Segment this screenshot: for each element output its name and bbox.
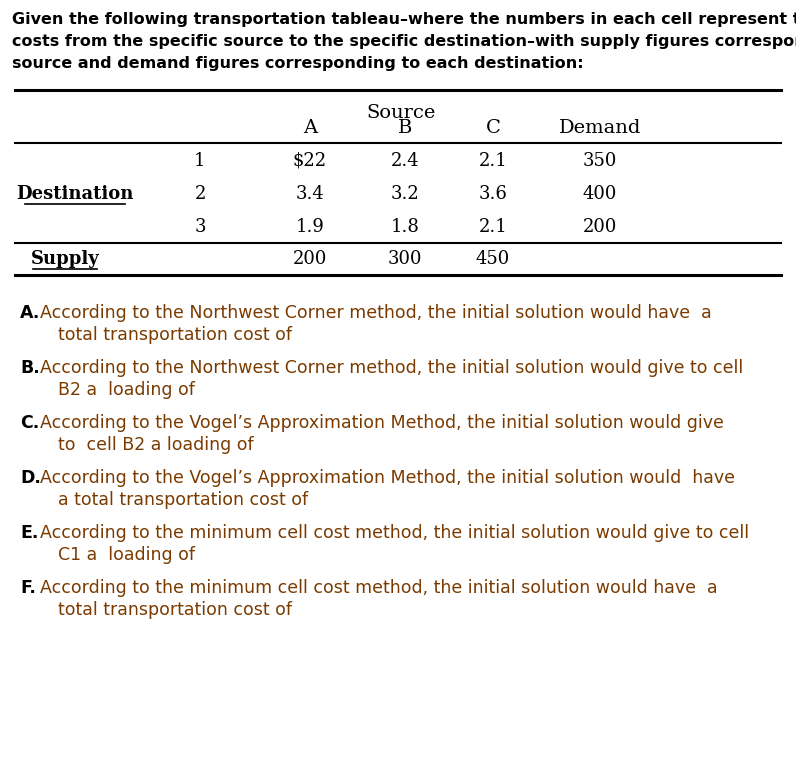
Text: total transportation cost of: total transportation cost of [58,601,292,619]
Text: Demand: Demand [559,119,642,137]
Text: to  cell B2 a loading of: to cell B2 a loading of [58,436,254,454]
Text: According to the Vogel’s Approximation Method, the initial solution would give: According to the Vogel’s Approximation M… [40,414,724,432]
Text: Given the following transportation tableau–where the numbers in each cell repres: Given the following transportation table… [12,12,796,27]
Text: According to the Vogel’s Approximation Method, the initial solution would  have: According to the Vogel’s Approximation M… [40,469,735,487]
Text: According to the minimum cell cost method, the initial solution would have  a: According to the minimum cell cost metho… [40,579,718,597]
Text: costs from the specific source to the specific destination–with supply figures c: costs from the specific source to the sp… [12,34,796,49]
Text: A.: A. [20,304,41,322]
Text: 2: 2 [194,185,205,203]
Text: According to the Northwest Corner method, the initial solution would give to cel: According to the Northwest Corner method… [40,359,743,377]
Text: E.: E. [20,524,38,542]
Text: a total transportation cost of: a total transportation cost of [58,491,308,509]
Text: 200: 200 [583,218,617,236]
Text: 2.4: 2.4 [391,152,419,170]
Text: Source: Source [367,104,436,122]
Text: 3.2: 3.2 [391,185,419,203]
Text: 1: 1 [194,152,205,170]
Text: 2.1: 2.1 [478,152,507,170]
Text: B.: B. [20,359,40,377]
Text: 2.1: 2.1 [478,218,507,236]
Text: 3: 3 [194,218,205,236]
Text: D.: D. [20,469,41,487]
Text: According to the Northwest Corner method, the initial solution would have  a: According to the Northwest Corner method… [40,304,712,322]
Text: Destination: Destination [16,185,134,203]
Text: 200: 200 [293,250,327,268]
Text: C: C [486,119,501,137]
Text: C.: C. [20,414,39,432]
Text: 1.8: 1.8 [391,218,419,236]
Text: source and demand figures corresponding to each destination:: source and demand figures corresponding … [12,56,583,71]
Text: F.: F. [20,579,36,597]
Text: 3.4: 3.4 [295,185,325,203]
Text: $22: $22 [293,152,327,170]
Text: total transportation cost of: total transportation cost of [58,326,292,344]
Text: 300: 300 [388,250,422,268]
Text: C1 a  loading of: C1 a loading of [58,546,195,564]
Text: 350: 350 [583,152,617,170]
Text: 450: 450 [476,250,510,268]
Text: 3.6: 3.6 [478,185,507,203]
Text: B2 a  loading of: B2 a loading of [58,381,195,399]
Text: B: B [398,119,412,137]
Text: 400: 400 [583,185,617,203]
Text: According to the minimum cell cost method, the initial solution would give to ce: According to the minimum cell cost metho… [40,524,749,542]
Text: 1.9: 1.9 [295,218,325,236]
Text: Supply: Supply [30,250,100,268]
Text: A: A [303,119,317,137]
